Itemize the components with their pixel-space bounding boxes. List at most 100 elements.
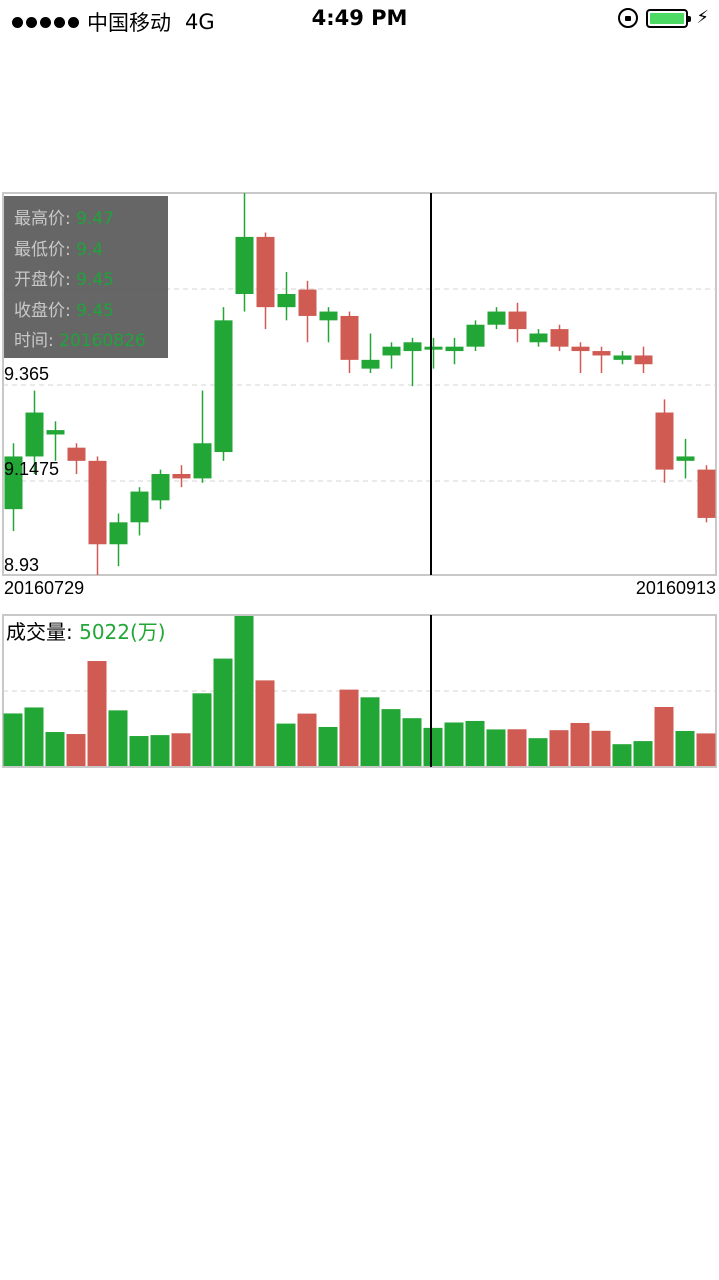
volume-bar xyxy=(675,730,695,766)
candle-body xyxy=(676,456,695,461)
candle-body xyxy=(46,430,65,435)
status-right: ⚡︎ xyxy=(618,8,709,28)
volume-bar xyxy=(360,697,380,766)
info-key: 开盘价: xyxy=(14,270,77,290)
candle-body xyxy=(235,236,254,294)
status-left: 中国移动 4G xyxy=(12,7,215,37)
volume-label-key: 成交量: xyxy=(6,620,79,644)
volume-bar xyxy=(213,658,233,766)
candle-body xyxy=(130,491,149,523)
orientation-lock-icon xyxy=(618,8,639,28)
candle-body xyxy=(193,443,212,479)
network-type: 4G xyxy=(185,10,215,34)
candle-body xyxy=(340,315,359,360)
volume-bar xyxy=(591,730,611,766)
volume-bar xyxy=(108,710,128,766)
charging-bolt-icon: ⚡︎ xyxy=(696,7,709,28)
volume-bar xyxy=(528,738,548,766)
y-tick-label: 9.365 xyxy=(4,364,49,384)
volume-bar xyxy=(87,661,107,766)
info-value: 9.45 xyxy=(76,270,114,290)
volume-label: 成交量: 5022(万) xyxy=(6,620,166,644)
volume-bar xyxy=(654,706,674,766)
candle-body xyxy=(697,469,716,518)
info-panel: 最高价: 9.47 最低价: 9.4 开盘价: 9.45 收盘价: 9.45 时… xyxy=(4,196,168,358)
candle-body xyxy=(361,359,380,369)
candle-body xyxy=(424,346,443,350)
volume-bar xyxy=(339,689,359,766)
info-row-high: 最高价: 9.47 xyxy=(14,204,168,235)
volume-bar xyxy=(633,741,653,766)
candle-body xyxy=(592,351,611,356)
volume-bar xyxy=(318,726,338,766)
volume-bar xyxy=(465,720,485,766)
candle-body xyxy=(256,236,275,308)
status-bar: 中国移动 4G 4:49 PM ⚡︎ xyxy=(0,0,719,40)
candle-body xyxy=(172,474,191,479)
volume-bar xyxy=(402,718,422,766)
candle-body xyxy=(88,460,107,545)
volume-bars-group xyxy=(3,616,716,766)
y-tick-label: 8.93 xyxy=(4,555,39,575)
info-row-close: 收盘价: 9.45 xyxy=(14,296,168,327)
volume-bar xyxy=(66,734,86,766)
info-value: 9.4 xyxy=(76,239,104,260)
volume-bar xyxy=(150,735,170,766)
info-key: 时间: xyxy=(14,331,60,351)
volume-bar xyxy=(192,693,212,766)
status-time: 4:49 PM xyxy=(311,6,408,30)
carrier-name: 中国移动 xyxy=(87,11,171,35)
candle-body xyxy=(655,412,674,470)
info-value: 9.47 xyxy=(76,209,114,229)
volume-bar xyxy=(234,616,254,766)
volume-bar xyxy=(549,730,569,766)
candle-body xyxy=(571,346,590,352)
candle-body xyxy=(151,474,170,501)
candle-body xyxy=(298,289,317,316)
candle-body xyxy=(487,311,506,325)
volume-bar xyxy=(423,727,443,766)
candle-body xyxy=(550,329,569,347)
battery-icon xyxy=(646,8,692,28)
volume-bar xyxy=(24,707,44,766)
volume-bar xyxy=(129,736,149,766)
volume-bar xyxy=(612,744,632,766)
candle-body xyxy=(529,333,548,343)
candle-body xyxy=(109,522,128,545)
volume-bar xyxy=(45,732,65,766)
candles-group xyxy=(4,193,716,575)
volume-label-value: 5022(万) xyxy=(79,620,166,644)
info-key: 最低价: xyxy=(14,239,77,260)
volume-bar xyxy=(171,733,191,766)
candle-body xyxy=(382,346,401,356)
info-row-open: 开盘价: 9.45 xyxy=(14,265,168,296)
x-start-label: 20160729 xyxy=(4,578,84,598)
candle-body xyxy=(319,311,338,321)
volume-bar xyxy=(696,733,716,766)
signal-strength-icon xyxy=(12,16,79,28)
candle-body xyxy=(466,324,485,347)
candle-body xyxy=(613,355,632,360)
info-value: 20160826 xyxy=(59,331,146,351)
info-key: 最高价: xyxy=(14,209,77,229)
volume-bar xyxy=(276,723,296,766)
volume-bar xyxy=(255,680,275,766)
candle-body xyxy=(25,412,44,457)
candle-body xyxy=(214,320,233,453)
candle-body xyxy=(634,355,653,365)
candle-body xyxy=(445,346,464,352)
candle-body xyxy=(4,456,23,510)
volume-bar xyxy=(444,722,464,766)
volume-panel[interactable]: 成交量: 5022(万) xyxy=(2,614,717,768)
volume-bar xyxy=(381,709,401,766)
volume-bar xyxy=(486,729,506,766)
y-tick-label: 9.1475 xyxy=(4,459,59,479)
candle-body xyxy=(67,447,86,461)
volume-bar xyxy=(297,713,317,766)
candle-body xyxy=(277,293,296,308)
info-row-low: 最低价: 9.4 xyxy=(14,235,168,266)
x-end-label: 20160913 xyxy=(636,578,716,598)
info-key: 收盘价: xyxy=(14,300,77,321)
candle-body xyxy=(403,342,422,352)
volume-bar xyxy=(570,722,590,766)
